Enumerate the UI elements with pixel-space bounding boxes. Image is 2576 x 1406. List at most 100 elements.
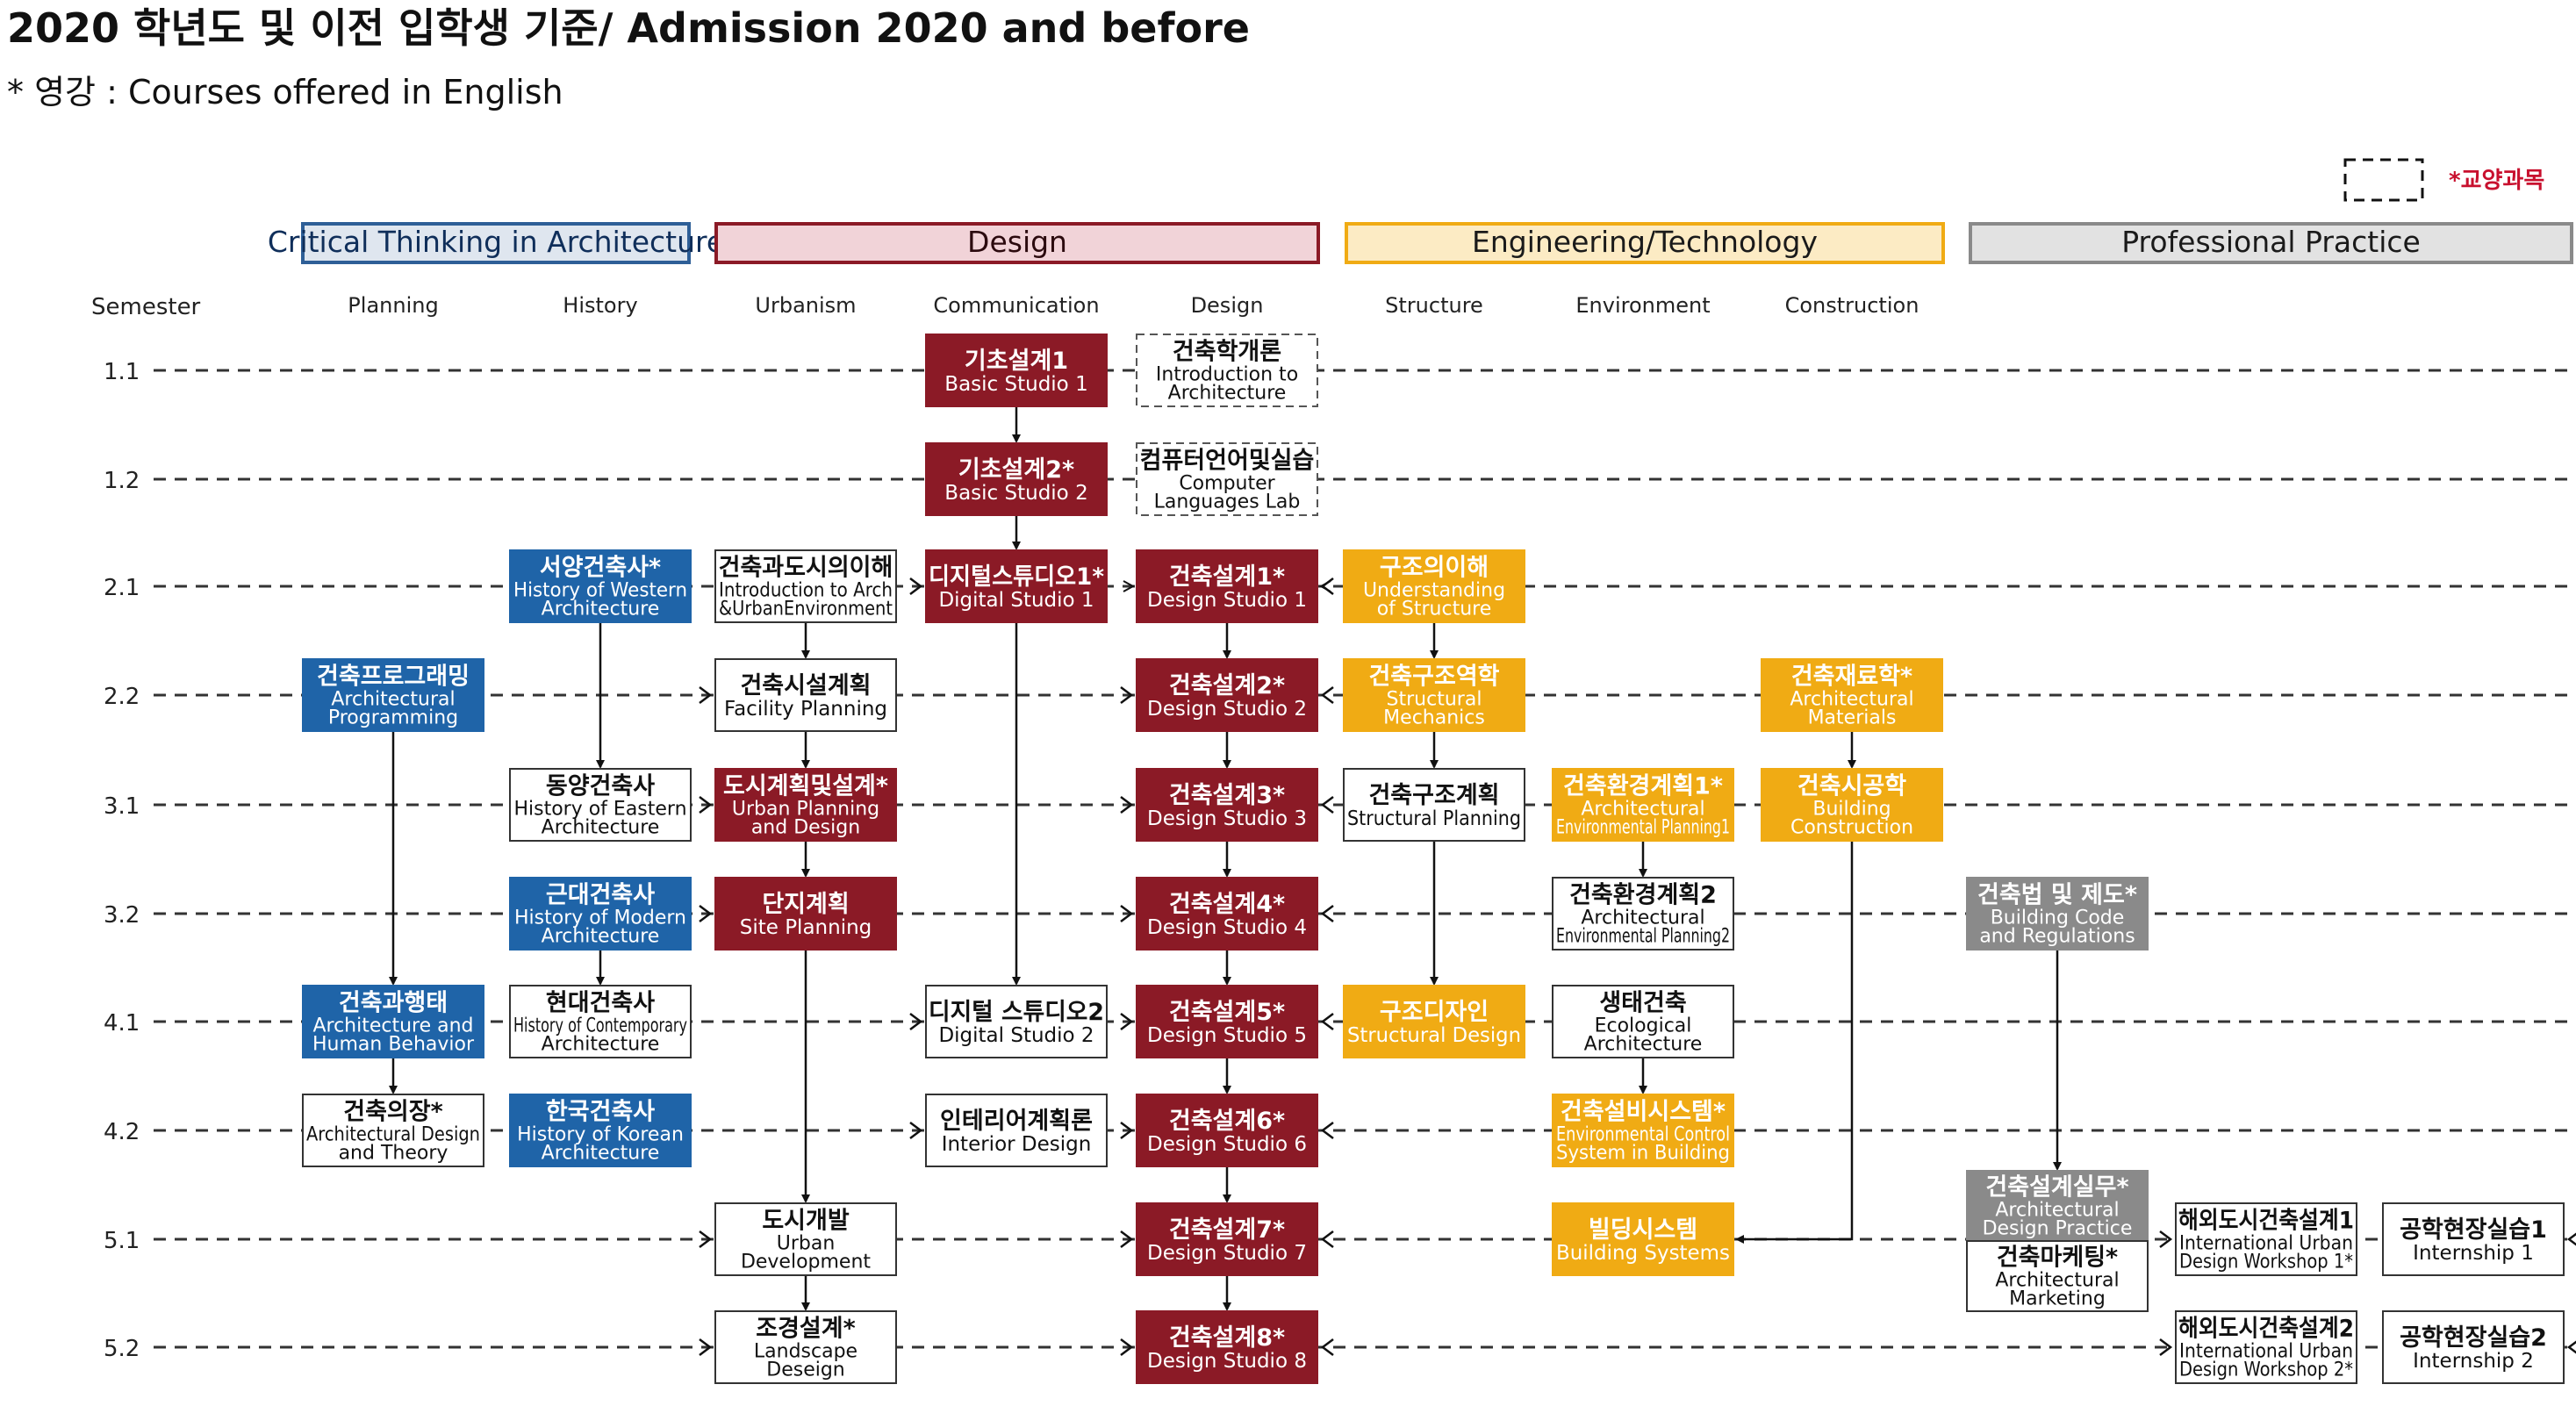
course-korean-name: 건축법 및 제도* [1977,882,2137,909]
course-english-name: Facility Planning [724,698,887,721]
semester-label: 2.2 [104,684,140,710]
page-subtitle: * 영강 : Courses offered in English [7,73,563,111]
course-english-name: Architecture [1584,1034,1703,1056]
course-korean-name: 동양건축사 [546,773,655,800]
semester-label: 5.1 [104,1228,140,1254]
category-headers: Critical Thinking in Architecture Design E… [268,222,2573,264]
semester-label: 1.1 [104,359,140,385]
legend-dashed-box [2343,158,2424,202]
course-korean-name: 공학현장실습1 [2400,1216,2547,1244]
legend-label: *교양과목 [2449,168,2544,194]
course-design7: 건축설계7*Design Studio 7 [1136,1202,1318,1276]
course-korean-name: 건축의장* [343,1099,442,1126]
semester-label: 4.1 [104,1010,140,1037]
row-chevron [1320,905,1334,922]
row-chevron [909,1122,923,1139]
legend: *교양과목 [2343,158,2544,202]
course-korean-name: 건축구조계획 [1368,782,1499,809]
semester-label: 1.2 [104,468,140,494]
course-korean-name: 건축환경계획1* [1563,773,1723,800]
course-box-bg [1966,1170,2149,1242]
course-english-name: Architecture [542,599,660,621]
course-box-bg [1136,549,1318,623]
course-box-bg [925,549,1108,623]
course-english-name: System in Building [1556,1143,1730,1165]
course-korean-name: 건축설계4* [1169,891,1285,918]
course-korean-name: 서양건축사* [540,555,661,582]
course-english-name: and Regulations [1979,926,2135,948]
course-box-bg [509,1094,692,1167]
course-basic2: 기초설계2*Basic Studio 2 [925,442,1108,516]
course-english-name: Design Studio 2 [1147,698,1307,721]
course-box-bg [1761,768,1943,842]
course-english-name: Architecture [542,1143,660,1165]
course-english-name: Ecological [1595,1015,1692,1037]
course-korean-name: 현대건축사 [546,990,655,1017]
course-korean-name: 건축마케팅* [1997,1245,2118,1272]
course-box-bg [1552,985,1734,1058]
course-english-name: Structural Design [1347,1024,1521,1047]
course-box-bg [509,768,692,842]
course-design5: 건축설계5*Design Studio 5 [1136,985,1318,1058]
course-box-bg [1343,985,1525,1058]
course-korean-name: 근대건축사 [546,882,655,909]
course-english-name: Architecture and [312,1015,473,1037]
course-box-bg [714,1310,897,1384]
course-english-name: and Theory [339,1143,448,1165]
course-korean-name: 건축과행태 [339,990,448,1017]
course-box-bg [714,768,897,842]
prerequisite-arrow [1735,841,1854,1244]
course-box-bg [1552,768,1734,842]
course-english-name: Interior Design [942,1133,1092,1156]
course-english-name: Design Studio 7 [1147,1242,1307,1265]
course-design8: 건축설계8*Design Studio 8 [1136,1310,1318,1384]
course-english-name: International Urban [2179,1341,2353,1363]
row-chevron [699,905,713,922]
course-english-name: Urban Planning [732,799,879,821]
course-english-name: International Urban [2179,1233,2353,1255]
course-korean-name: 도시개발 [762,1208,850,1235]
course-box-bg [1136,1202,1318,1276]
column-label: Urbanism [755,293,856,318]
semester-label: 5.2 [104,1336,140,1362]
row-chevron [1320,1013,1334,1030]
course-english-name: Architectural [331,689,455,711]
course-english-name: Site Planning [740,916,872,939]
row-chevron [2159,1230,2173,1248]
category-box [1345,222,1945,264]
course-korean-name: 건축구조역학 [1368,664,1499,691]
course-english-name: Design Studio 3 [1147,807,1307,830]
course-box-bg [2382,1202,2565,1276]
course-korean-name: 건축설계5* [1169,999,1285,1026]
course-korean-name: 건축시설계획 [740,672,871,699]
course-english-name: Architectural [1581,907,1704,929]
course-english-name: Architecture [542,926,660,948]
course-english-name: Construction [1790,817,1913,839]
course-box-bg [1761,658,1943,732]
course-box-bg [1136,1094,1318,1167]
row-chevron [1320,577,1334,595]
course-korean-name: 건축재료학* [1791,664,1912,691]
semester-label: 3.1 [104,793,140,820]
course-korean-name: 건축설계1* [1169,563,1285,591]
course-box-bg [1343,549,1525,623]
course-english-name: Development [741,1252,871,1273]
row-chevron [1320,1230,1334,1248]
page-title: 2020 학년도 및 이전 입학생 기준/ Admission 2020 and… [7,4,1250,52]
course-box-bg [1552,1094,1734,1167]
semester-header: Semester [91,294,201,320]
course-box-bg [714,1202,897,1276]
course-korean-name: 디지털스튜디오1* [929,563,1104,591]
course-english-name: Architecture [542,817,660,839]
